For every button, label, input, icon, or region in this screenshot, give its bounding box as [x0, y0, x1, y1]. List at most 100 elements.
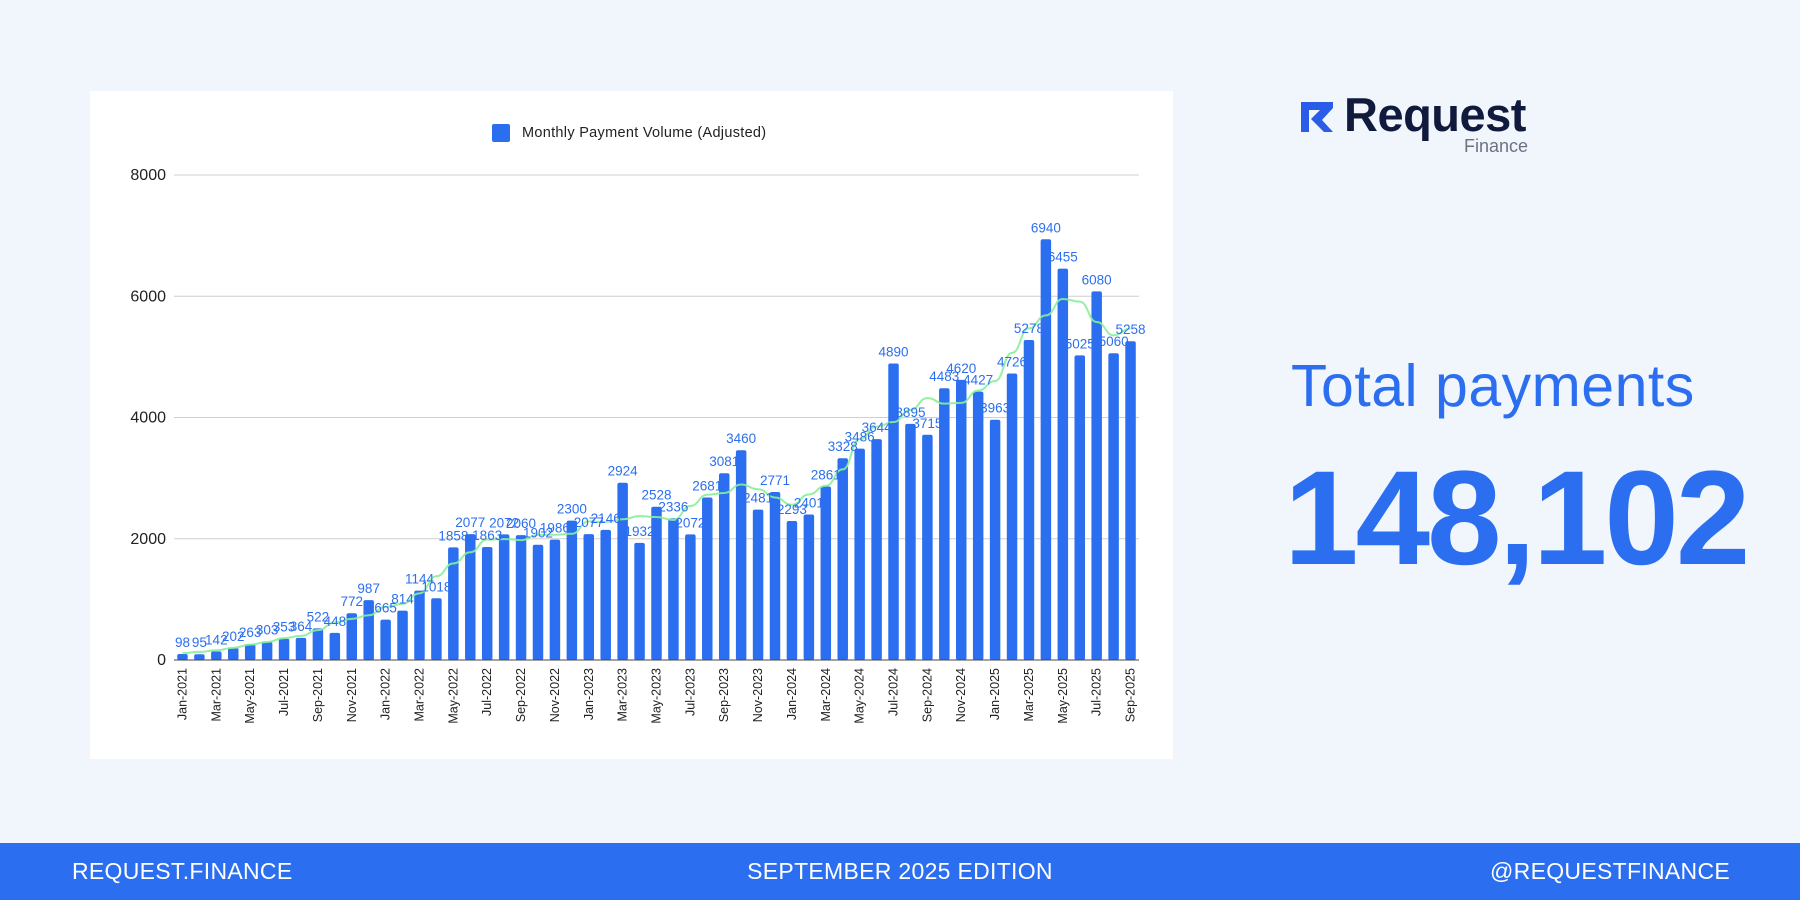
bar [803, 514, 815, 660]
data-label: 448 [324, 614, 347, 629]
data-label: 3460 [726, 431, 756, 446]
bar [278, 638, 290, 660]
data-label: 2401 [794, 495, 824, 510]
bar [837, 458, 848, 660]
bar [617, 482, 628, 660]
bar [465, 534, 476, 660]
data-label: 202 [222, 629, 245, 644]
x-tick-label: Sep-2025 [1124, 668, 1138, 722]
data-label: 2924 [608, 464, 639, 479]
bar [498, 534, 510, 660]
data-label: 6080 [1082, 272, 1112, 287]
x-tick-label: Jul-2024 [887, 668, 901, 716]
x-tick-label: Jul-2023 [683, 668, 697, 716]
bar [346, 613, 358, 660]
data-label: 2681 [692, 478, 722, 493]
data-label: 814 [391, 592, 414, 607]
x-tick-label: Jul-2022 [480, 668, 494, 716]
x-tick-label: Jan-2021 [175, 668, 189, 720]
trend-line [182, 297, 1131, 655]
x-tick-label: Jul-2025 [1090, 668, 1104, 716]
bar [194, 654, 205, 660]
data-label: 2293 [777, 502, 807, 517]
x-tick-label: Mar-2023 [616, 668, 630, 722]
data-label: 5060 [1099, 334, 1129, 349]
bar [972, 391, 984, 660]
bar [549, 539, 561, 660]
data-label: 5258 [1116, 322, 1146, 337]
bar [888, 363, 899, 660]
x-tick-label: Nov-2024 [954, 668, 968, 722]
y-tick-label: 0 [157, 652, 166, 669]
y-tick-label: 2000 [130, 531, 166, 548]
data-label: 2481 [743, 491, 773, 506]
x-tick-label: Sep-2021 [311, 668, 325, 722]
bar [1023, 340, 1035, 660]
x-tick-label: Sep-2022 [514, 668, 528, 722]
data-label: 6455 [1048, 250, 1078, 265]
data-label: 3081 [709, 454, 739, 469]
data-label: 2336 [658, 499, 688, 514]
bar [1040, 239, 1052, 660]
bar [854, 448, 865, 660]
data-label: 5278 [1014, 321, 1044, 336]
bar [685, 534, 696, 660]
logo-wordmark: Request [1344, 88, 1526, 141]
bar [397, 610, 408, 660]
bar [532, 544, 544, 660]
x-tick-label: May-2022 [446, 668, 460, 724]
data-label: 1144 [405, 572, 435, 587]
bar [871, 439, 882, 660]
bar [600, 529, 611, 660]
legend-swatch [492, 124, 510, 142]
request-finance-logo: Request Finance [1298, 88, 1538, 163]
x-tick-label: Nov-2023 [751, 668, 765, 722]
bar [414, 590, 425, 660]
data-label: 2771 [760, 473, 790, 488]
footer-edition: SEPTEMBER 2025 EDITION [747, 858, 1053, 884]
bar [922, 434, 933, 660]
data-label: 3895 [895, 405, 925, 420]
data-label: 3644 [862, 420, 893, 435]
data-label: 4726 [997, 354, 1027, 369]
footer-website: REQUEST.FINANCE [72, 858, 293, 884]
data-label: 1858 [438, 528, 468, 543]
data-label: 1863 [472, 528, 502, 543]
x-tick-label: Mar-2022 [412, 668, 426, 722]
chart-card: 0 2000 4000 6000 8000 98 95 142 202 263 303 353 364 5… [90, 91, 1173, 759]
request-logo-icon [1301, 102, 1333, 132]
data-label: 2072 [489, 515, 519, 530]
data-label: 2146 [591, 511, 621, 526]
bar [228, 647, 239, 660]
bar [769, 492, 781, 660]
footer-handle: @REQUESTFINANCE [1490, 858, 1730, 884]
x-tick-label: May-2024 [853, 668, 867, 724]
data-label: 3963 [980, 401, 1010, 416]
bar [312, 628, 324, 660]
bar [1006, 373, 1018, 660]
total-payments-label: Total payments [1291, 353, 1695, 419]
data-label: 3328 [828, 439, 858, 454]
data-label: 353 [273, 620, 296, 635]
bar [431, 598, 442, 660]
data-label: 2060 [506, 516, 536, 531]
data-label: 2861 [811, 468, 841, 483]
footer-bar: REQUEST.FINANCE SEPTEMBER 2025 EDITION @… [0, 843, 1800, 900]
data-label: 665 [374, 601, 397, 616]
x-tick-label: Mar-2024 [819, 668, 833, 722]
x-tick-label: Jan-2022 [379, 668, 393, 720]
data-label: 987 [357, 581, 380, 596]
data-label: 263 [239, 625, 262, 640]
data-label: 142 [205, 632, 228, 647]
data-label: 2528 [641, 488, 671, 503]
bar [634, 542, 645, 660]
bar [380, 619, 391, 660]
y-tick-label: 8000 [130, 167, 166, 184]
data-label: 6940 [1031, 220, 1061, 235]
data-label: 522 [307, 609, 330, 624]
bar [702, 497, 713, 660]
data-label: 4620 [946, 361, 976, 376]
bar [1074, 355, 1085, 660]
logo-subtitle: Finance [1463, 136, 1528, 156]
chart-legend: Monthly Payment Volume (Adjusted) [492, 124, 766, 142]
